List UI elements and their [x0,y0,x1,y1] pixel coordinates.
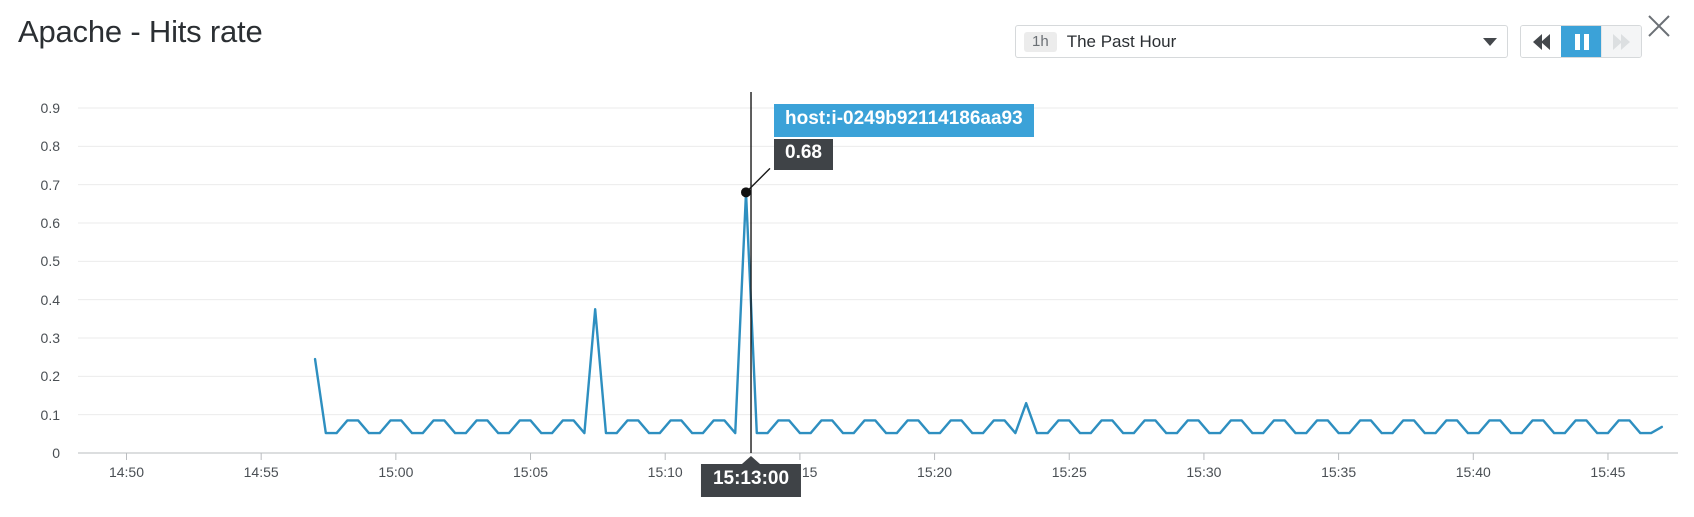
x-axis-tick-label: 15:25 [1051,464,1087,480]
x-axis-tick-label: 15:20 [917,464,953,480]
series-line [313,191,1664,435]
tooltip-leader-line [745,167,771,193]
y-axis-tick-label: 0.3 [40,330,60,346]
y-axis-tick-label: 0.8 [40,138,60,155]
tooltip-value-label: 0.68 [774,139,833,171]
rewind-button[interactable] [1521,26,1561,57]
chart-area: 0 0.1 0.2 0.3 0.4 0.5 0.6 0.7 0.8 0.9 14:50 14:55 1… [0,76,1694,517]
rewind-icon [1532,33,1550,50]
y-axis-tick-label: 0.6 [40,215,60,231]
y-axis-tick-label: 0.9 [40,100,60,116]
tooltip-time-label: 15:13:00 [700,456,802,497]
x-axis-tick-label: 15:10 [647,464,683,480]
y-axis-tick-label: 0.4 [40,291,60,308]
y-axis-tick-label: 0.1 [40,406,60,423]
x-axis-tick-label: 15:05 [512,464,549,480]
line-chart-svg [78,92,1678,460]
x-axis-tick-label: 15:45 [1590,464,1626,480]
plot-region[interactable] [78,92,1678,488]
pause-icon [1574,33,1589,50]
time-range-badge: 1h [1024,31,1057,52]
x-axis-tick-label: 14:50 [108,464,145,480]
x-axis-tick-label: 15:40 [1455,464,1491,480]
time-range-label: The Past Hour [1066,31,1177,51]
page-title: Apache - Hits rate [18,14,263,49]
pause-button[interactable] [1561,26,1601,57]
chevron-down-icon[interactable] [1483,37,1497,46]
playback-controls [1520,25,1642,58]
y-axis-tick-label: 0 [52,445,60,461]
close-icon [1648,15,1670,37]
highlight-point [741,187,752,198]
y-axis-tick-label: 0.7 [40,176,60,193]
fast-forward-icon [1613,33,1630,50]
fast-forward-button[interactable] [1601,26,1641,57]
x-axis-tick-label: 15:00 [378,464,414,480]
y-axis-tick-label: 0.2 [40,368,60,385]
x-axis-tick-label: 14:55 [243,464,279,480]
time-range-selector[interactable]: 1h The Past Hour [1015,25,1508,58]
x-axis-tick-label: 15:30 [1186,464,1222,480]
close-button[interactable] [1641,8,1677,44]
panel-header: Apache - Hits rate 1h The Past Hour [0,0,1694,76]
x-axis-tick-label: 15:35 [1321,464,1357,480]
tooltip-host-label: host:i-0249b92114186aa93 [774,104,1034,138]
y-axis-tick-label: 0.5 [40,253,60,270]
